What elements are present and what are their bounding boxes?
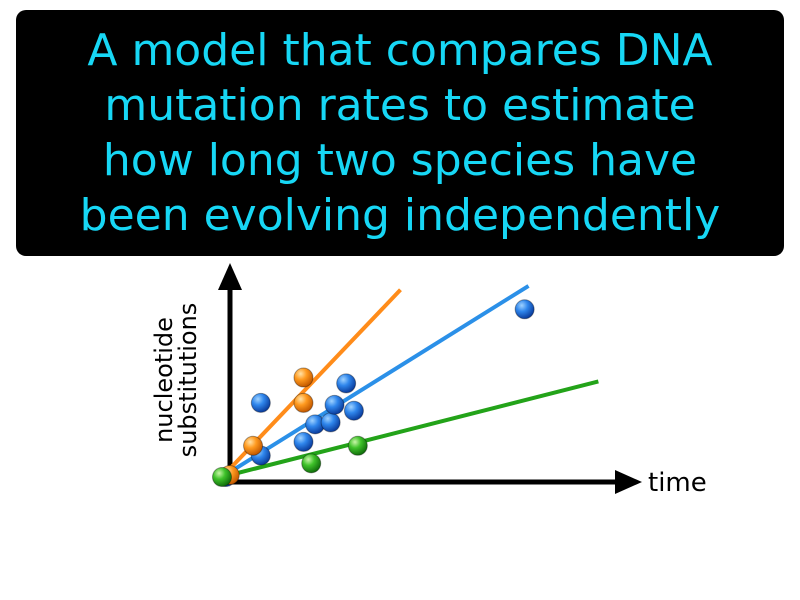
data-point-green-2: [301, 453, 322, 474]
definition-line-1: A model that compares DNA: [87, 25, 713, 76]
trend-line-green: [221, 379, 599, 479]
trend-line-blue: [220, 284, 530, 479]
y-axis-label-line-2: substitutions: [174, 303, 202, 458]
x-axis-label: time: [648, 468, 707, 498]
data-point-orange-2: [243, 435, 264, 456]
data-point-blue-3: [250, 392, 271, 413]
y-axis-label-line-1: nucleotide: [150, 317, 178, 443]
plot-area: [212, 284, 599, 487]
definition-line-2: mutation rates to estimate: [104, 80, 696, 131]
data-point-blue-4: [293, 431, 314, 452]
data-point-blue-10: [514, 299, 535, 320]
definition-line-4: been evolving independently: [79, 190, 721, 241]
definition-banner: A model that compares DNA mutation rates…: [16, 10, 784, 256]
data-point-green-1: [212, 467, 232, 487]
data-point-blue-7: [324, 394, 345, 415]
data-point-green-3: [347, 435, 368, 456]
y-axis-arrowhead: [218, 263, 242, 290]
data-point-blue-8: [336, 373, 357, 394]
data-point-orange-4: [293, 367, 314, 388]
x-axis-arrowhead: [615, 470, 642, 494]
data-point-blue-6: [320, 412, 341, 433]
definition-line-3: how long two species have: [102, 135, 698, 186]
data-point-orange-3: [293, 392, 314, 413]
data-point-blue-9: [343, 400, 364, 421]
